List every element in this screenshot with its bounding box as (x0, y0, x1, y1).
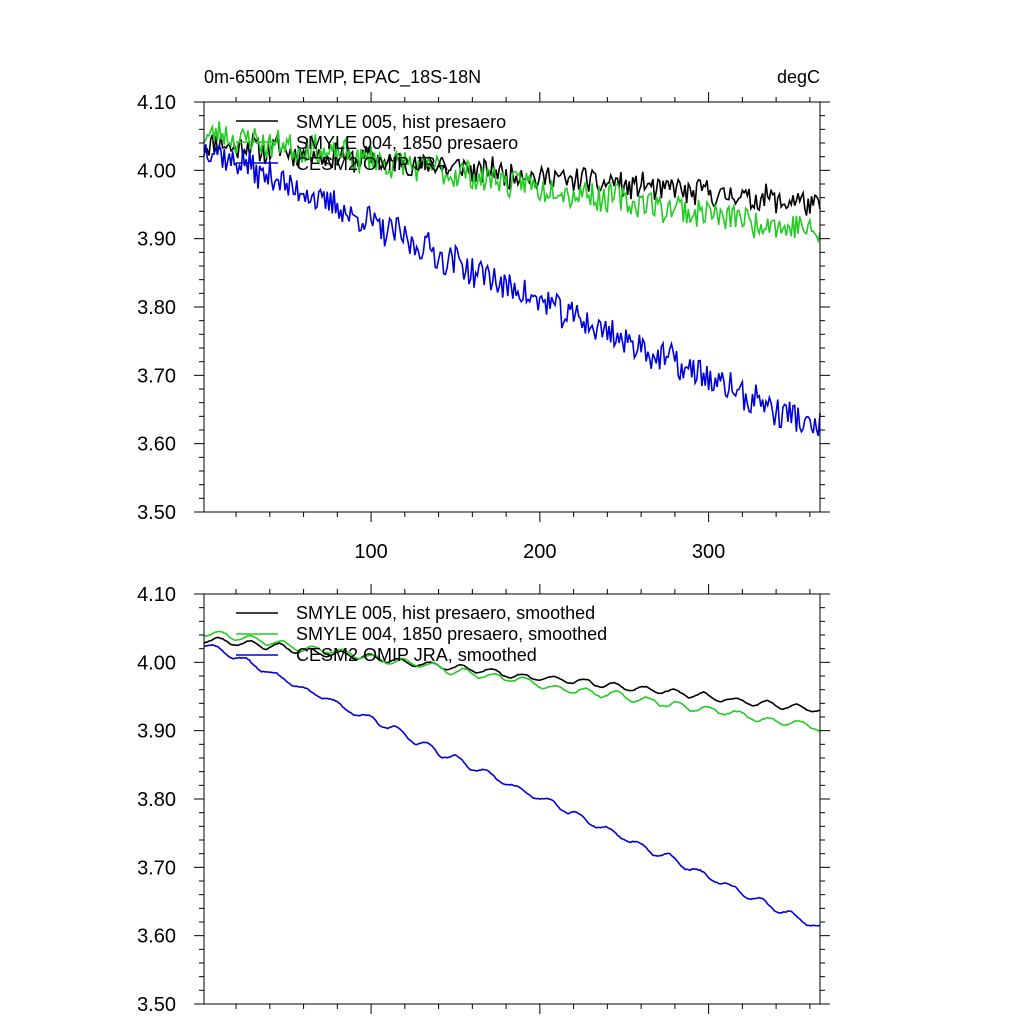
chart-units: degC (777, 67, 820, 87)
series-line-2 (203, 144, 821, 437)
legend-label-2: CESM2 OMIP JRA, smoothed (296, 645, 537, 665)
y-tick-label: 3.60 (137, 434, 176, 456)
panel-bottom: 3.50 3.60 3.70 3.80 3.90 4.00 4.10 SMYLE 005, … (137, 584, 830, 1016)
y-tick-label: 3.50 (137, 994, 176, 1016)
series-line-2 (203, 643, 821, 927)
y-tick-label: 3.70 (137, 365, 176, 387)
bottom-data-lines (203, 630, 821, 927)
top-data-lines (203, 121, 821, 437)
y-tick-label: 3.90 (137, 721, 176, 743)
y-tick-label: 3.60 (137, 926, 176, 948)
panel-top: 0m-6500m TEMP, EPAC_18S-18N degC 3.50 3.6… (137, 67, 830, 563)
y-tick-label: 3.80 (137, 297, 176, 319)
series-line-1 (203, 630, 821, 732)
bottom-axes: 3.50 3.60 3.70 3.80 3.90 4.00 4.10 (137, 584, 830, 1016)
y-tick-label: 3.70 (137, 857, 176, 879)
x-tick-label: 300 (692, 541, 725, 563)
y-tick-label: 4.00 (137, 652, 176, 674)
top-axes: 3.50 3.60 3.70 3.80 3.90 4.00 4.10 100 200 300 (137, 92, 830, 563)
y-tick-label: 4.00 (137, 160, 176, 182)
x-tick-label: 100 (354, 541, 387, 563)
y-tick-label: 4.10 (137, 92, 176, 114)
legend-label-0: SMYLE 005, hist presaero, smoothed (296, 603, 595, 623)
series-line-0 (203, 131, 821, 216)
legend-label-1: SMYLE 004, 1850 presaero (296, 133, 518, 153)
bottom-legend: SMYLE 005, hist presaero, smoothed SMYLE… (236, 603, 607, 665)
legend-label-1: SMYLE 004, 1850 presaero, smoothed (296, 624, 607, 644)
series-line-1 (203, 121, 821, 244)
y-tick-label: 4.10 (137, 584, 176, 606)
legend-label-2: CESM2 OMIP JRA (296, 154, 448, 174)
y-tick-label: 3.50 (137, 502, 176, 524)
x-tick-label: 200 (523, 541, 556, 563)
chart-title: 0m-6500m TEMP, EPAC_18S-18N (204, 67, 481, 88)
y-tick-label: 3.80 (137, 789, 176, 811)
legend-label-0: SMYLE 005, hist presaero (296, 112, 506, 132)
top-legend: SMYLE 005, hist presaero SMYLE 004, 1850… (236, 112, 518, 174)
y-tick-label: 3.90 (137, 229, 176, 251)
